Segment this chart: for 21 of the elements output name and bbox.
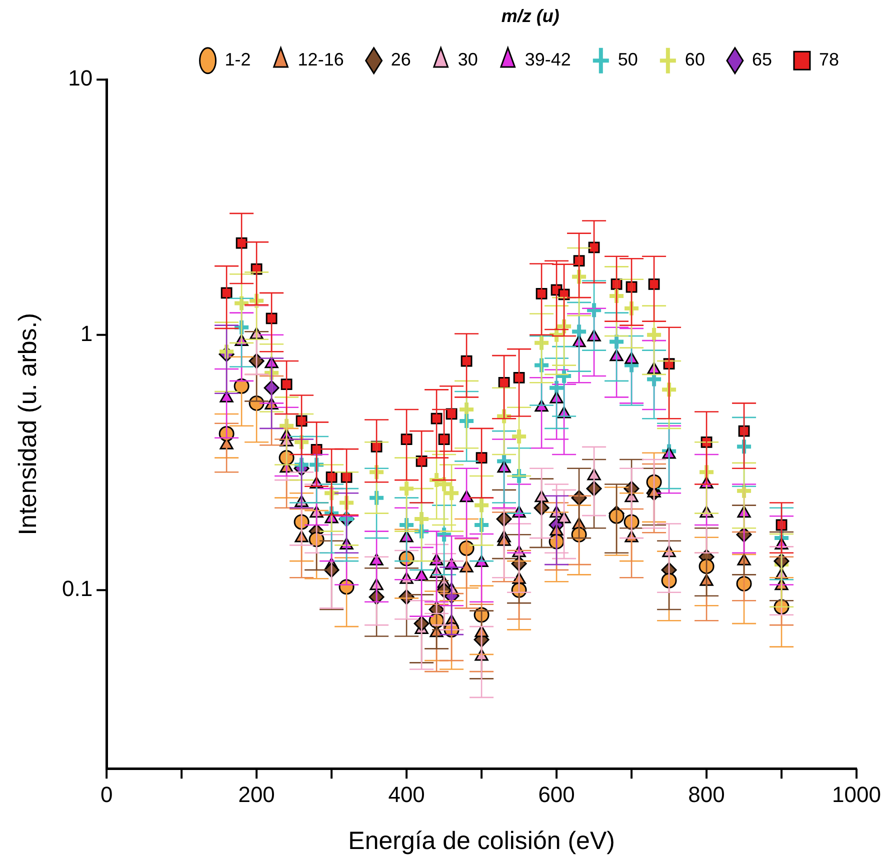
x-tick-label: 200 [238, 782, 275, 807]
legend-label: 50 [618, 50, 638, 70]
legend-label: 30 [458, 50, 478, 70]
legend-label: 39-42 [524, 50, 571, 70]
y-axis-title: Intensidad (u. arbs.) [14, 312, 42, 536]
x-tick-label: 400 [388, 782, 425, 807]
legend-title: m/z (u) [501, 6, 560, 26]
legend-label: 60 [684, 50, 705, 70]
y-tick-label: 0.1 [62, 576, 93, 602]
y-tick-label: 10 [68, 66, 93, 91]
legend-label: 12-16 [298, 50, 344, 70]
x-tick-label: 0 [100, 782, 113, 807]
x-tick-label: 600 [538, 782, 575, 807]
x-tick-label: 1000 [832, 782, 882, 807]
legend-label: 78 [818, 50, 840, 70]
y-tick-label: 1 [80, 320, 93, 346]
x-axis-title: Energía de colisión (eV) [348, 826, 615, 855]
legend-label: 65 [752, 50, 772, 70]
x-tick-label: 800 [688, 782, 725, 807]
legend-label: 1-2 [224, 50, 251, 70]
legend-label: 26 [390, 50, 411, 70]
